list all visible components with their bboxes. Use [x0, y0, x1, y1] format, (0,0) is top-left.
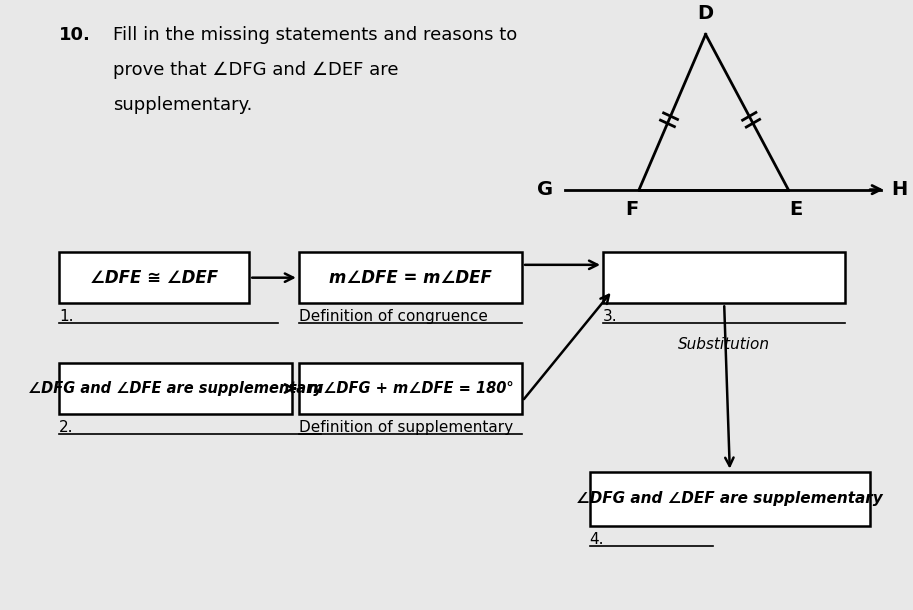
Text: Substitution: Substitution: [678, 337, 771, 352]
Text: H: H: [891, 180, 908, 199]
FancyBboxPatch shape: [59, 252, 249, 303]
Text: D: D: [698, 4, 714, 23]
Text: Definition of supplementary: Definition of supplementary: [299, 420, 513, 435]
Text: m∠DFE = m∠DEF: m∠DFE = m∠DEF: [329, 268, 492, 287]
Text: ∠DFG and ∠DFE are supplementary: ∠DFG and ∠DFE are supplementary: [28, 381, 323, 396]
Text: ∠DFE ≅ ∠DEF: ∠DFE ≅ ∠DEF: [90, 268, 218, 287]
Text: supplementary.: supplementary.: [113, 96, 253, 113]
Text: prove that ∠DFG and ∠DEF are: prove that ∠DFG and ∠DEF are: [113, 61, 399, 79]
FancyBboxPatch shape: [603, 252, 845, 303]
Text: m∠DFG + m∠DFE = 180°: m∠DFG + m∠DFE = 180°: [308, 381, 513, 396]
FancyBboxPatch shape: [299, 363, 522, 414]
Text: E: E: [790, 199, 803, 218]
Text: ∠DFG and ∠DEF are supplementary: ∠DFG and ∠DEF are supplementary: [576, 491, 883, 506]
Text: G: G: [538, 180, 553, 199]
Text: 3.: 3.: [603, 309, 617, 325]
FancyBboxPatch shape: [59, 363, 292, 414]
FancyBboxPatch shape: [590, 472, 870, 526]
Text: F: F: [624, 199, 638, 218]
Text: Definition of congruence: Definition of congruence: [299, 309, 488, 325]
Text: 10.: 10.: [59, 26, 91, 45]
FancyBboxPatch shape: [299, 252, 522, 303]
Text: 2.: 2.: [59, 420, 74, 435]
Text: Fill in the missing statements and reasons to: Fill in the missing statements and reaso…: [113, 26, 518, 45]
Text: 1.: 1.: [59, 309, 74, 325]
Text: 4.: 4.: [590, 532, 604, 547]
